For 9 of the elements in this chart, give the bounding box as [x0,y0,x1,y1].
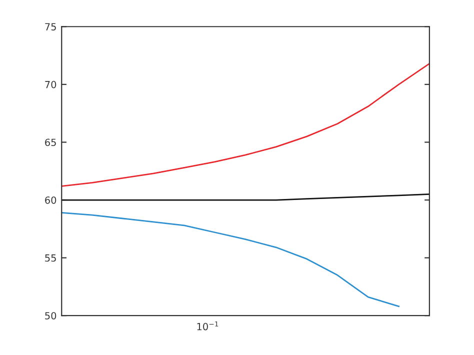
y-tick-label: 65 [45,138,56,146]
y-tick-label: 55 [45,254,56,262]
y-tick-label: 50 [45,312,56,320]
line-series [62,212,400,308]
text: 10$^{−1}$ [197,321,218,330]
y-tick-label: 60 [45,196,56,204]
y-tick-label: 75 [45,23,56,30]
y-tick-label: 70 [45,80,56,88]
line-series [62,62,430,187]
